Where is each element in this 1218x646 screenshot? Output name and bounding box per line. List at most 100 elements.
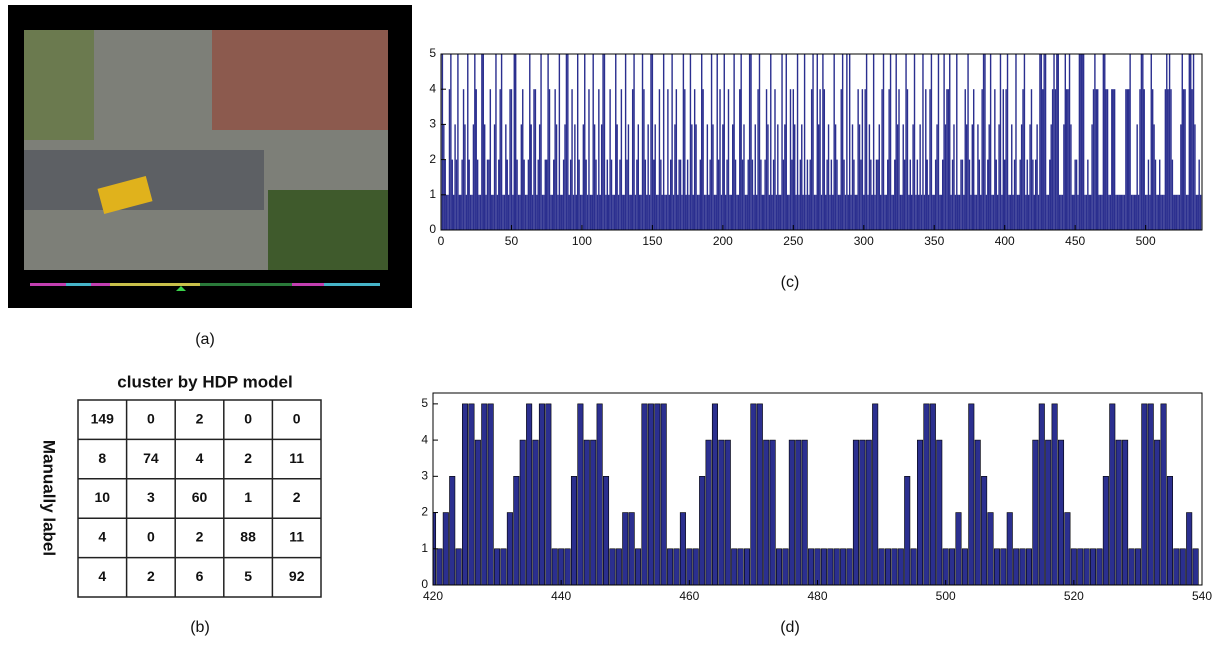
bar [1148, 160, 1149, 230]
bar [860, 440, 865, 585]
bar [753, 195, 754, 230]
bar [706, 440, 711, 585]
bar [714, 195, 715, 230]
bar [547, 54, 548, 230]
bar [1166, 54, 1167, 230]
bar [828, 124, 829, 230]
bar [1033, 440, 1038, 585]
bar [722, 124, 723, 230]
bar [908, 195, 909, 230]
bar [859, 124, 860, 230]
bar [1020, 160, 1021, 230]
bar [701, 54, 702, 230]
bar [642, 404, 647, 585]
bar [1189, 54, 1190, 230]
bar [690, 54, 691, 230]
bar [1159, 160, 1160, 230]
bar [522, 89, 523, 230]
bar [499, 89, 500, 230]
bar [502, 195, 503, 230]
bar [821, 195, 822, 230]
bar [919, 124, 920, 230]
bar [635, 195, 636, 230]
bar [1056, 54, 1057, 230]
x-tick-label: 150 [642, 234, 662, 248]
table-cell: 2 [147, 568, 155, 584]
bar [598, 89, 599, 230]
bar [783, 549, 788, 585]
bar [633, 54, 634, 230]
bar [507, 513, 512, 585]
bar [571, 89, 572, 230]
bar [950, 195, 951, 230]
bar [987, 160, 988, 230]
bar [938, 54, 939, 230]
bar [1180, 549, 1185, 585]
bar [667, 89, 668, 230]
bar [1059, 195, 1060, 230]
table-cell: 2 [293, 489, 301, 505]
bar [1058, 54, 1059, 230]
bar [733, 54, 734, 230]
bar [766, 89, 767, 230]
bar [482, 404, 487, 585]
bar [849, 54, 850, 230]
bar [667, 549, 672, 585]
bar [1086, 195, 1087, 230]
bar [928, 195, 929, 230]
x-tick-label: 350 [924, 234, 944, 248]
bar [549, 89, 550, 230]
x-tick-label: 520 [1064, 589, 1084, 603]
bar [536, 195, 537, 230]
bar [959, 195, 960, 230]
bar [600, 195, 601, 230]
y-tick-label: 5 [429, 46, 436, 60]
bar [924, 404, 929, 585]
bar [437, 549, 442, 585]
bar [1090, 195, 1091, 230]
bar [676, 89, 677, 230]
bar [464, 124, 465, 230]
bar [857, 89, 858, 230]
bar [1103, 476, 1108, 585]
bar [563, 160, 564, 230]
bar [1076, 160, 1077, 230]
bar [966, 124, 967, 230]
bar [1062, 195, 1063, 230]
bar [757, 404, 762, 585]
bar [471, 195, 472, 230]
bar [1167, 476, 1172, 585]
bar [467, 54, 468, 230]
bar [559, 54, 560, 230]
bar [921, 195, 922, 230]
bar [1036, 124, 1037, 230]
bar [802, 440, 807, 585]
bar [829, 195, 830, 230]
bar [1122, 195, 1123, 230]
bar [610, 549, 615, 585]
bar [604, 54, 605, 230]
table-cell: 60 [192, 489, 208, 505]
bar [700, 160, 701, 230]
panel-label: (c) [781, 274, 800, 291]
bar [612, 195, 613, 230]
bar [969, 160, 970, 230]
table-cell: 8 [98, 450, 106, 466]
bar [1079, 54, 1080, 230]
table-cell: 6 [196, 568, 204, 584]
bar [988, 124, 989, 230]
bar [898, 549, 903, 585]
timeline [292, 283, 324, 286]
bar [1053, 54, 1054, 230]
bar [981, 89, 982, 230]
bar [945, 124, 946, 230]
bar [1175, 195, 1176, 230]
bar [707, 124, 708, 230]
bar [666, 195, 667, 230]
bar [1035, 160, 1036, 230]
bar [903, 124, 904, 230]
bar [1028, 195, 1029, 230]
bar [874, 195, 875, 230]
bar [550, 195, 551, 230]
bar [1125, 89, 1126, 230]
